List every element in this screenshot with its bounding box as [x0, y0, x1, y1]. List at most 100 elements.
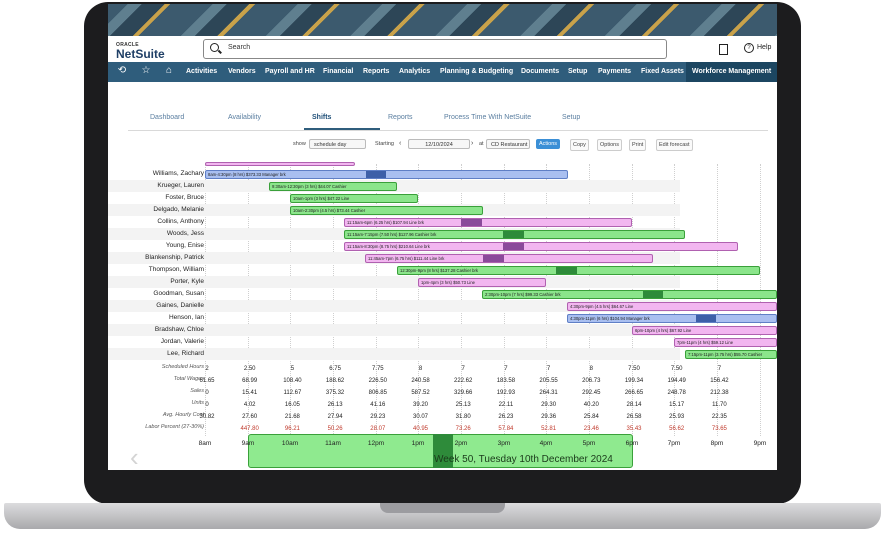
nav-item[interactable]: Fixed Assets	[641, 68, 684, 75]
print-button[interactable]: Print	[629, 139, 647, 151]
shift-bar[interactable]: 8am-4:30pm (8 hrs) $373.33 Manager brk	[205, 170, 568, 179]
shift-label: 4:30pm-11pm (6 hrs) $104.94 Manager brk	[570, 316, 650, 321]
shift-label: 10am-1pm (3 hrs) $47.22 Line	[293, 196, 350, 201]
shift-bar[interactable]: 9:30am-12:30pm (3 hrs) $44.07 Cashier	[269, 182, 397, 191]
help-button[interactable]: ? Help	[744, 43, 771, 53]
employee-name[interactable]: Krueger, Lauren	[157, 182, 204, 189]
options-button[interactable]: Options	[597, 139, 622, 151]
employee-name[interactable]: Collins, Anthony	[157, 218, 204, 225]
shift-bar[interactable]: 12:30pm-9pm (8 hrs) $137.28 Cashier brk	[397, 266, 760, 275]
employee-name[interactable]: Foster, Bruce	[165, 194, 204, 201]
help-label: Help	[757, 44, 772, 51]
tab-process-time[interactable]: Process Time With NetSuite	[444, 114, 532, 121]
stat-cell: 8	[418, 366, 423, 372]
shift-bar[interactable]: 10am-2:30pm (4.5 hrs) $73.44 Cashier	[290, 206, 483, 215]
stat-cell: 188.62	[325, 378, 345, 384]
employee-name[interactable]: Porter, Kyle	[170, 278, 204, 285]
nav-item[interactable]: Payroll and HR	[265, 68, 315, 75]
employee-name[interactable]: Jordan, Valerie	[160, 338, 204, 345]
shift-bar[interactable]: 2:30pm-10pm (7 hrs) $99.33 Cashier brk	[482, 290, 777, 299]
stat-cell: 57.84	[498, 426, 514, 432]
shift-bar[interactable]: 1pm-4pm (3 hrs) $50.73 Line	[418, 278, 546, 287]
shift-bar[interactable]: 11:15am-8:30pm (8.75 hrs) $210.64 Line b…	[344, 242, 738, 251]
edit-forecast-button[interactable]: Edit forecast	[656, 139, 693, 151]
shift-label: 10am-2:30pm (4.5 hrs) $73.44 Cashier	[293, 208, 366, 213]
employee-name[interactable]: Blankenship, Patrick	[145, 254, 204, 261]
nav-item[interactable]: Planning & Budgeting	[440, 68, 514, 75]
stat-cell: 329.66	[454, 390, 473, 396]
date-input[interactable]: 12/10/2024	[408, 139, 470, 149]
main-nav: ⟲ ☆ ⌂ Activities Vendors Payroll and HR …	[108, 62, 777, 82]
nav-item[interactable]: Financial	[323, 68, 354, 75]
copy-label: Copy	[573, 142, 586, 148]
shift-bar[interactable]: 11:45am-7pm (6.75 hrs) $111.44 Line brk	[365, 254, 653, 263]
copy-button[interactable]: Copy	[570, 139, 589, 151]
nav-item[interactable]: Setup	[568, 68, 588, 75]
employee-name[interactable]: Young, Enise	[165, 242, 204, 249]
search-input[interactable]: Search	[203, 39, 667, 59]
stat-cell: 194.49	[667, 378, 686, 384]
stat-cell: 587.52	[411, 390, 430, 396]
nav-item[interactable]: Payments	[598, 68, 632, 75]
shift-bar[interactable]: 4:30pm-11pm (6 hrs) $104.94 Manager brk	[567, 314, 777, 323]
prev-date-icon[interactable]: ‹	[399, 140, 402, 147]
stat-label: Labor Percent (27-30%)	[145, 424, 204, 430]
shift-label: 12:30pm-9pm (8 hrs) $137.28 Cashier brk	[400, 268, 478, 273]
nav-item[interactable]: Activities	[186, 68, 218, 75]
star-icon[interactable]: ☆	[141, 65, 151, 76]
top-header: ORACLE NetSuite Search ? Help	[108, 36, 777, 66]
shift-bar[interactable]: 10am-1pm (3 hrs) $47.22 Line	[290, 194, 418, 203]
break-block	[696, 315, 716, 322]
employee-name[interactable]: Bradshaw, Chloe	[154, 326, 204, 333]
shift-bar[interactable]: 4:30pm-9pm (4.5 hrs) $64.67 Line	[567, 302, 777, 311]
nav-active-highlight	[686, 62, 777, 82]
break-block	[503, 231, 524, 238]
tab-shifts[interactable]: Shifts	[312, 114, 332, 121]
home-icon[interactable]: ⌂	[165, 65, 173, 76]
tab-dashboard[interactable]: Dashboard	[150, 114, 185, 121]
stat-cell: 7.75	[371, 366, 384, 372]
employee-name[interactable]: Lee, Richard	[167, 350, 204, 357]
shift-bar[interactable]: 7pm-11pm (4 hrs) $59.12 Line	[674, 338, 777, 347]
tab-reports[interactable]: Reports	[388, 114, 413, 121]
employee-name[interactable]: Williams, Zachary	[152, 170, 204, 177]
tab-setup[interactable]: Setup	[562, 114, 581, 121]
laptop-notch	[380, 503, 505, 513]
nav-item[interactable]: Vendors	[228, 68, 256, 75]
shift-bar[interactable]: 6pm-10pm (4 hrs) $67.92 Line	[632, 326, 777, 335]
stat-cell: 375.32	[325, 390, 345, 396]
employee-name[interactable]: Gaines, Danielle	[156, 302, 204, 309]
stat-cell: 212.38	[710, 390, 729, 396]
shift-label: 11:45am-7pm (6.75 hrs) $111.44 Line brk	[368, 256, 445, 261]
nav-item[interactable]: Reports	[363, 68, 390, 75]
employee-name[interactable]: Woods, Jess	[166, 230, 204, 237]
location-select[interactable]: CD Restaurant	[486, 139, 530, 149]
actions-label: Actions	[539, 141, 558, 147]
stat-cell: 16.05	[284, 402, 300, 408]
prev-week-icon[interactable]: ‹	[130, 442, 139, 470]
nav-item[interactable]: Documents	[521, 68, 560, 75]
history-icon[interactable]: ⟲	[117, 65, 127, 76]
document-icon[interactable]	[719, 44, 728, 55]
stat-cell: 40.20	[583, 402, 599, 408]
stat-cell: 264.31	[539, 390, 558, 396]
next-date-icon[interactable]: ›	[471, 140, 474, 147]
stat-cell: 21.68	[284, 414, 300, 420]
shift-bar[interactable]: 11:15am-6pm (6.25 hrs) $107.94 Line brk	[344, 218, 632, 227]
employee-name[interactable]: Henson, Ian	[168, 314, 204, 321]
hour-gridline	[717, 164, 718, 436]
stat-cell: 39.20	[412, 402, 428, 408]
time-label: 2pm	[454, 440, 468, 447]
nav-item-active[interactable]: Workforce Management	[692, 68, 772, 75]
shift-bar-partial[interactable]	[205, 162, 355, 166]
tab-availability[interactable]: Availability	[228, 114, 261, 121]
actions-button[interactable]: Actions	[536, 139, 561, 149]
employee-name[interactable]: Delgado, Melanie	[153, 206, 204, 213]
employee-name[interactable]: Thompson, William	[148, 266, 204, 273]
nav-item[interactable]: Analytics	[399, 68, 431, 75]
shift-bar[interactable]: 11:15am-7:15pm (7.50 hrs) $127.96 Cashie…	[344, 230, 685, 239]
show-select[interactable]: schedule day	[309, 139, 366, 149]
stat-cell: 61.65	[199, 378, 215, 384]
shift-bar[interactable]: 7:15pm-11pm (3.75 hrs) $55.70 Cashier	[685, 350, 777, 359]
employee-name[interactable]: Goodman, Susan	[153, 290, 204, 297]
